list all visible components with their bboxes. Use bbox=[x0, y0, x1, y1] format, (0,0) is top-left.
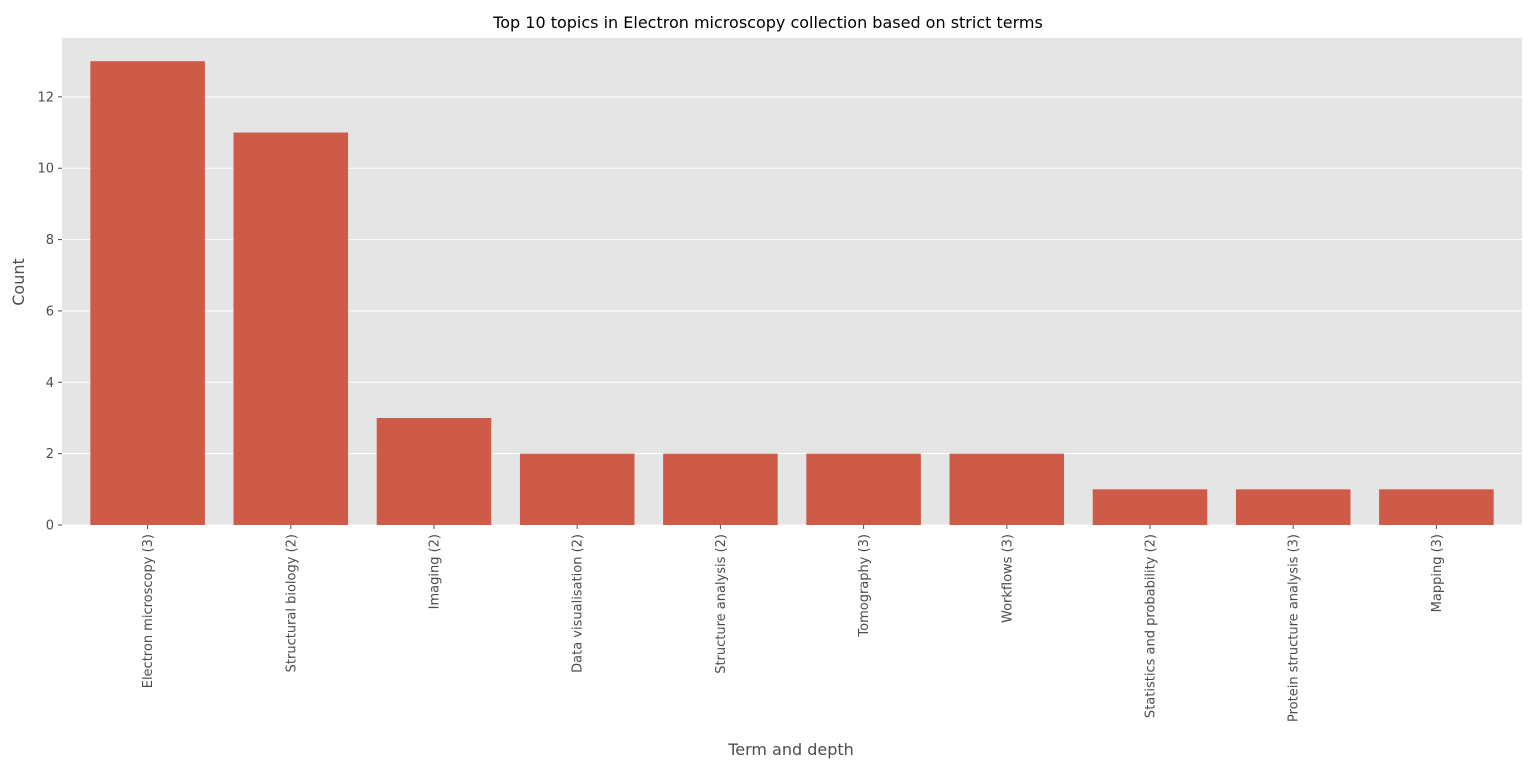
x-tick-label: Structure analysis (2) bbox=[714, 534, 729, 674]
bar-5 bbox=[806, 453, 921, 525]
bar-9 bbox=[1379, 489, 1494, 525]
bar-1 bbox=[233, 132, 349, 526]
bar-3 bbox=[519, 453, 635, 525]
x-tick-label: Structural biology (2) bbox=[284, 534, 299, 672]
y-tick-label: 12 bbox=[37, 90, 54, 105]
x-axis-label: Term and depth bbox=[727, 740, 854, 759]
y-axis-ticks: 0 2 4 6 8 10 12 bbox=[37, 90, 62, 534]
x-tick-label: Statistics and probability (2) bbox=[1144, 534, 1159, 718]
y-axis-label: Count bbox=[9, 258, 28, 306]
x-tick-label: Workflows (3) bbox=[1000, 534, 1015, 623]
chart-title: Top 10 topics in Electron microscopy col… bbox=[492, 13, 1043, 32]
bar-4 bbox=[663, 453, 778, 525]
bar-8 bbox=[1235, 489, 1351, 525]
x-tick-label: Protein structure analysis (3) bbox=[1287, 534, 1302, 722]
x-tick-label: Tomography (3) bbox=[857, 534, 872, 638]
y-tick-label: 6 bbox=[46, 304, 54, 319]
y-tick-label: 10 bbox=[37, 162, 54, 177]
x-tick-label: Electron microscopy (3) bbox=[141, 534, 156, 688]
x-tick-label: Mapping (3) bbox=[1430, 534, 1445, 612]
x-tick-label: Imaging (2) bbox=[428, 534, 443, 609]
y-tick-label: 0 bbox=[46, 519, 54, 534]
x-axis-ticks: Electron microscopy (3) Structural biolog… bbox=[141, 525, 1445, 722]
bars bbox=[90, 61, 1494, 526]
bar-6 bbox=[949, 453, 1065, 525]
bar-7 bbox=[1092, 489, 1208, 525]
y-tick-label: 2 bbox=[46, 447, 54, 462]
bar-2 bbox=[376, 417, 492, 525]
y-tick-label: 4 bbox=[46, 376, 54, 391]
x-tick-label: Data visualisation (2) bbox=[571, 534, 586, 673]
bar-0 bbox=[90, 61, 205, 525]
y-tick-label: 8 bbox=[46, 233, 54, 248]
